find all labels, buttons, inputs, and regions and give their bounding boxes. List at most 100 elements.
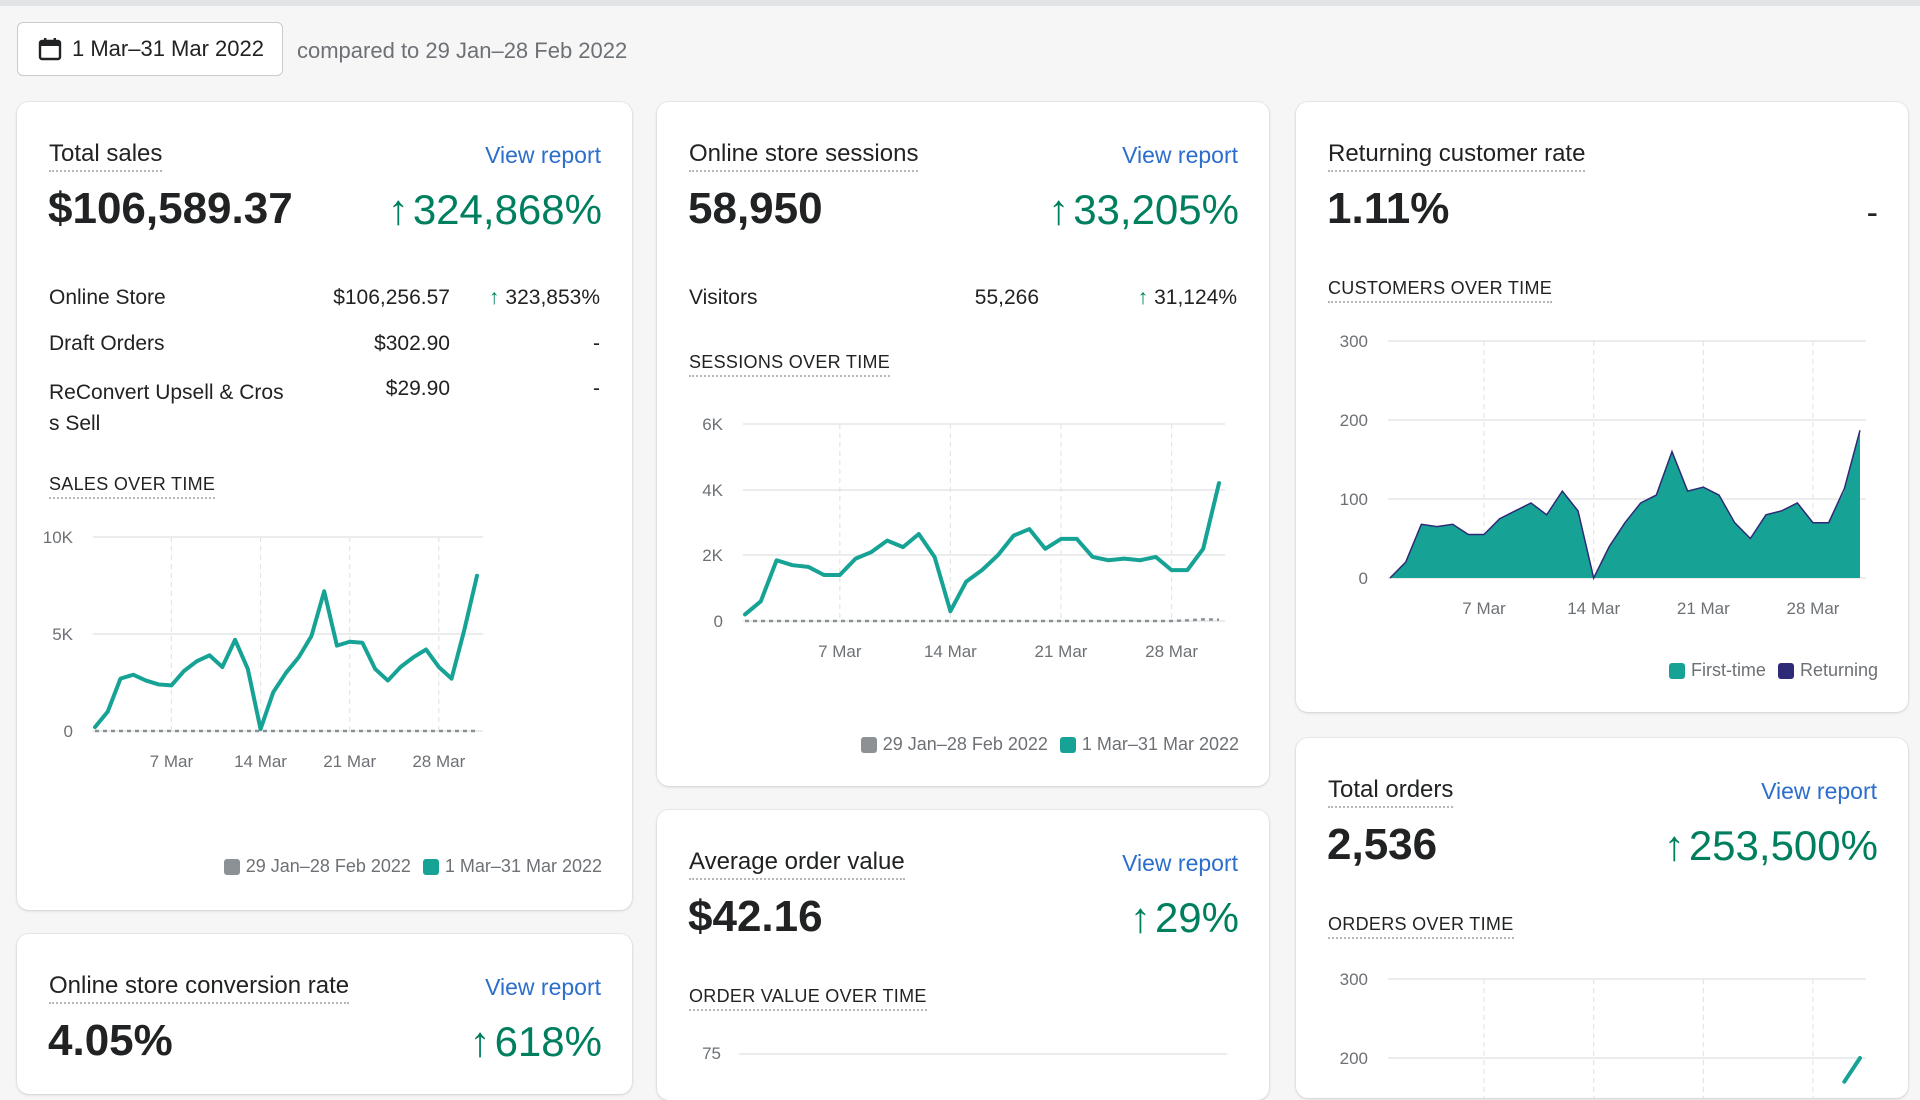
arrow-up-icon: ↑	[1137, 286, 1149, 309]
metric-value: $42.16	[688, 892, 823, 941]
y-tick-label: 4K	[702, 481, 723, 500]
breakdown-change: -	[593, 377, 600, 400]
y-tick-label: 10K	[43, 528, 74, 547]
y-tick-label: 75	[702, 1044, 721, 1063]
x-tick-label: 21 Mar	[1677, 599, 1730, 618]
total-sales-card: Total sales View report $106,589.37 ↑324…	[17, 102, 632, 910]
metric-change: -	[1866, 194, 1878, 232]
breakdown-change: -	[593, 332, 600, 355]
area-returning	[1389, 430, 1861, 581]
legend-previous[interactable]: 29 Jan–28 Feb 2022	[860, 734, 1048, 755]
y-tick-label: 200	[1340, 1049, 1368, 1068]
conversion-rate-card: Online store conversion rate View report…	[17, 934, 632, 1094]
chart-legend: 29 Jan–28 Feb 2022 1 Mar–31 Mar 2022	[849, 734, 1239, 755]
y-tick-label: 6K	[702, 415, 723, 434]
breakdown-label: ReConvert Upsell & Cros s Sell	[49, 381, 284, 435]
y-tick-label: 0	[1359, 569, 1368, 588]
breakdown-change: ↑ 323,853%	[488, 286, 600, 309]
view-report-link[interactable]: View report	[485, 142, 601, 168]
breakdown-value: $302.90	[374, 332, 450, 355]
customers-chart: 300 200 100 0 7 Mar 14 Mar 21 Mar 28 Mar	[1340, 332, 1866, 618]
x-tick-label: 21 Mar	[323, 752, 376, 771]
metric-change: ↑324,868%	[387, 186, 602, 233]
arrow-up-icon: ↑	[469, 1018, 491, 1065]
legend-previous[interactable]: 29 Jan–28 Feb 2022	[223, 856, 411, 877]
chart-section-label[interactable]: CUSTOMERS OVER TIME	[1328, 278, 1553, 303]
breakdown-label: Visitors	[689, 286, 758, 309]
sessions-chart: 6K 4K 2K 0 7 Mar 14 Mar 21 Mar 28 Mar	[702, 415, 1225, 661]
card-title[interactable]: Total sales	[49, 140, 163, 172]
card-title[interactable]: Total orders	[1328, 776, 1454, 808]
series-line-current	[93, 573, 479, 732]
y-tick-label: 2K	[702, 546, 723, 565]
x-tick-label: 21 Mar	[1035, 642, 1088, 661]
x-tick-label: 14 Mar	[924, 642, 977, 661]
comparison-text: compared to 29 Jan–28 Feb 2022	[297, 38, 628, 63]
chart-section-label[interactable]: ORDER VALUE OVER TIME	[689, 986, 927, 1011]
view-report-link[interactable]: View report	[1122, 850, 1238, 876]
y-tick-label: 200	[1340, 411, 1368, 430]
chart-section-label[interactable]: SESSIONS OVER TIME	[689, 352, 891, 377]
x-tick-label: 14 Mar	[1567, 599, 1620, 618]
metric-change: ↑29%	[1129, 894, 1239, 941]
x-tick-label: 28 Mar	[412, 752, 465, 771]
card-title[interactable]: Online store sessions	[689, 140, 919, 172]
legend-returning[interactable]: Returning	[1777, 660, 1878, 681]
view-report-link[interactable]: View report	[485, 974, 601, 1000]
sessions-card: Online store sessions View report 58,950…	[657, 102, 1269, 786]
date-range-button[interactable]: 1 Mar–31 Mar 2022	[17, 22, 283, 76]
breakdown-value: 55,266	[974, 286, 1039, 309]
average-order-value-card: Average order value View report $42.16 ↑…	[657, 810, 1269, 1100]
view-report-link[interactable]: View report	[1761, 778, 1877, 804]
arrow-up-icon: ↑	[1048, 186, 1070, 233]
x-tick-label: 7 Mar	[150, 752, 194, 771]
arrow-up-icon: ↑	[387, 186, 409, 233]
chart-section-label[interactable]: ORDERS OVER TIME	[1328, 914, 1514, 939]
orders-chart: 300 200	[1340, 970, 1866, 1098]
date-range-label: 1 Mar–31 Mar 2022	[72, 36, 264, 61]
y-tick-label: 300	[1340, 332, 1368, 351]
series-line-current	[1842, 1056, 1862, 1084]
breakdown-value: $29.90	[385, 377, 450, 400]
breakdown-change: ↑ 31,124%	[1137, 286, 1237, 309]
breakdown-label: Online Store	[49, 286, 166, 309]
breakdown-label: Draft Orders	[49, 332, 165, 355]
order-value-chart: 75	[702, 1044, 1227, 1063]
metric-value: 1.11%	[1327, 184, 1450, 233]
metric-value: 58,950	[688, 184, 823, 233]
x-tick-label: 7 Mar	[1462, 599, 1506, 618]
breakdown-value: $106,256.57	[333, 286, 450, 309]
y-tick-label: 300	[1340, 970, 1368, 989]
chart-legend: First-time Returning	[1657, 660, 1878, 681]
y-tick-label: 0	[714, 612, 723, 631]
metric-change: ↑618%	[469, 1018, 602, 1065]
chart-section-label[interactable]: SALES OVER TIME	[49, 474, 216, 499]
series-line-previous	[745, 618, 1220, 623]
x-tick-label: 14 Mar	[234, 752, 287, 771]
top-divider	[0, 0, 1920, 6]
total-orders-card: Total orders View report 2,536 ↑253,500%…	[1296, 738, 1908, 1098]
y-tick-label: 100	[1340, 490, 1368, 509]
returning-customer-card: Returning customer rate 1.11% - CUSTOMER…	[1296, 102, 1908, 712]
metric-value: $106,589.37	[48, 184, 293, 233]
calendar-icon	[38, 38, 62, 61]
view-report-link[interactable]: View report	[1122, 142, 1238, 168]
legend-current[interactable]: 1 Mar–31 Mar 2022	[422, 856, 602, 877]
metric-value: 4.05%	[48, 1016, 173, 1065]
card-title[interactable]: Returning customer rate	[1328, 140, 1586, 172]
chart-legend: 29 Jan–28 Feb 2022 1 Mar–31 Mar 2022	[212, 856, 602, 877]
x-tick-label: 28 Mar	[1145, 642, 1198, 661]
arrow-up-icon: ↑	[1129, 894, 1151, 941]
card-title[interactable]: Online store conversion rate	[49, 972, 350, 1004]
legend-current[interactable]: 1 Mar–31 Mar 2022	[1059, 734, 1239, 755]
metric-value: 2,536	[1327, 820, 1438, 869]
arrow-up-icon: ↑	[488, 286, 500, 309]
legend-first-time[interactable]: First-time	[1668, 660, 1766, 681]
metric-change: ↑33,205%	[1048, 186, 1239, 233]
area-first-time	[1390, 431, 1860, 578]
x-tick-label: 7 Mar	[818, 642, 862, 661]
metric-change: ↑253,500%	[1663, 822, 1878, 869]
card-title[interactable]: Average order value	[689, 848, 905, 880]
series-line-current	[743, 481, 1221, 617]
arrow-up-icon: ↑	[1663, 822, 1685, 869]
